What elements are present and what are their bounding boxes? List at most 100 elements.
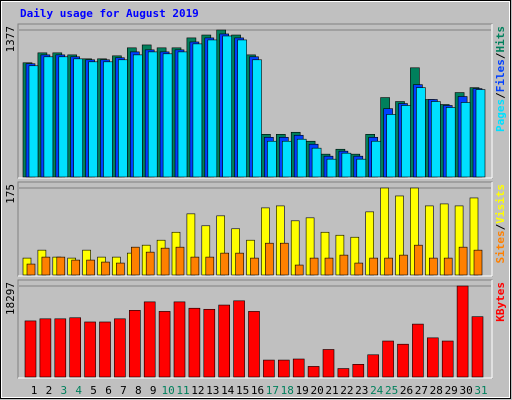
bar <box>250 257 259 276</box>
bar <box>73 58 83 178</box>
bar <box>386 114 396 178</box>
bar <box>54 318 67 378</box>
x-tick-label: 20 <box>310 384 323 397</box>
bar <box>58 56 69 178</box>
bar <box>426 337 439 378</box>
bar <box>369 257 379 276</box>
bar <box>71 259 80 276</box>
bar <box>412 323 424 378</box>
bar <box>456 285 469 378</box>
bar <box>352 364 365 378</box>
bar <box>188 307 201 378</box>
x-tick-label: 13 <box>206 384 219 397</box>
bar <box>443 257 453 276</box>
bar <box>309 257 319 276</box>
bar <box>307 366 320 378</box>
x-tick-label: 21 <box>325 384 338 397</box>
bar <box>279 242 289 276</box>
x-tick-label: 25 <box>385 384 398 397</box>
bar <box>175 246 185 276</box>
x-tick-label: 18 <box>281 384 294 397</box>
bar <box>28 65 39 178</box>
bar <box>101 261 110 276</box>
bar <box>322 349 335 378</box>
x-tick-label: 11 <box>176 384 189 397</box>
bar <box>324 257 334 276</box>
legend: Pages/Files/Hits <box>494 26 507 132</box>
bar <box>56 256 66 276</box>
bar <box>475 89 486 178</box>
bar <box>160 247 170 276</box>
x-tick-label: 1 <box>31 384 38 397</box>
bar <box>145 251 155 276</box>
bar <box>235 252 244 276</box>
bar <box>371 140 382 178</box>
bar <box>218 304 230 378</box>
bar <box>354 262 364 276</box>
x-tick-label: 28 <box>430 384 443 397</box>
legend: KBytes <box>494 282 507 322</box>
bar <box>382 340 394 378</box>
legend-entry: Files <box>494 59 507 92</box>
legend-entry: Pages <box>494 99 507 132</box>
x-tick-label: 17 <box>266 384 279 397</box>
x-tick-label: 6 <box>105 384 112 397</box>
bar <box>26 263 36 276</box>
bar <box>192 43 203 178</box>
x-tick-label: 9 <box>150 384 157 397</box>
bar <box>337 368 350 378</box>
bar <box>207 39 218 178</box>
bar <box>222 35 232 178</box>
legend: Sites/Visits <box>494 184 507 264</box>
bar <box>277 359 290 378</box>
bar <box>173 301 186 378</box>
bar <box>430 101 441 178</box>
bar <box>118 59 128 178</box>
bar <box>339 254 349 276</box>
bar <box>24 320 37 378</box>
bar <box>267 140 277 178</box>
legend-entry: Hits <box>494 26 507 53</box>
y-tick-label: 1377 <box>4 26 17 53</box>
bar <box>356 158 367 178</box>
y-tick-label: 18297 <box>4 282 17 315</box>
bar <box>458 246 468 276</box>
bar <box>401 105 411 178</box>
bar <box>158 311 171 378</box>
x-tick-label: 27 <box>415 384 428 397</box>
bar <box>43 56 54 178</box>
bar <box>190 256 200 276</box>
bar <box>460 102 471 178</box>
chart-title: Daily usage for August 2019 <box>20 7 199 20</box>
x-tick-label: 30 <box>459 384 472 397</box>
x-tick-label: 12 <box>191 384 204 397</box>
x-tick-label: 8 <box>135 384 142 397</box>
bar <box>248 311 260 378</box>
bar <box>88 61 98 178</box>
x-tick-label: 5 <box>90 384 97 397</box>
bar <box>41 256 51 276</box>
x-tick-label: 22 <box>340 384 353 397</box>
bar <box>416 87 426 178</box>
bar <box>399 254 408 276</box>
bar <box>99 321 111 378</box>
bar <box>292 358 305 378</box>
legend-entry: Sites <box>494 230 507 263</box>
legend-separator: / <box>494 223 507 230</box>
bar <box>203 308 216 378</box>
x-tick-label: 4 <box>75 384 82 397</box>
bar <box>473 249 483 276</box>
legend-entry: Visits <box>494 184 507 224</box>
x-tick-label: 2 <box>46 384 53 397</box>
x-tick-label: 7 <box>120 384 127 397</box>
bar <box>341 152 352 178</box>
legend-entry: KBytes <box>494 282 507 322</box>
x-tick-label: 3 <box>60 384 67 397</box>
bar <box>205 256 215 276</box>
bar <box>294 264 304 276</box>
bar <box>414 244 423 276</box>
bar <box>281 140 292 178</box>
